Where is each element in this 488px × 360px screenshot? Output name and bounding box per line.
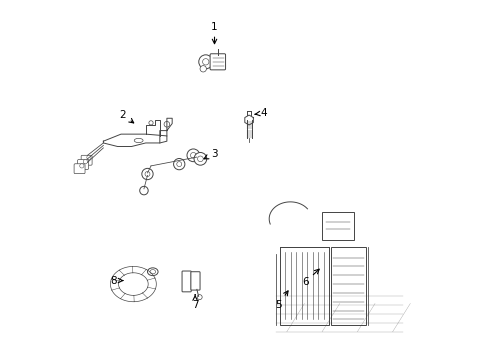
Circle shape bbox=[176, 162, 182, 167]
Circle shape bbox=[145, 171, 150, 176]
Circle shape bbox=[80, 164, 84, 168]
FancyBboxPatch shape bbox=[182, 271, 191, 292]
Circle shape bbox=[194, 153, 206, 165]
FancyBboxPatch shape bbox=[190, 272, 200, 290]
Text: 4: 4 bbox=[254, 108, 266, 118]
Circle shape bbox=[164, 121, 169, 127]
Circle shape bbox=[190, 153, 196, 158]
Text: 5: 5 bbox=[274, 291, 287, 310]
Circle shape bbox=[198, 55, 212, 69]
Circle shape bbox=[148, 121, 153, 125]
FancyBboxPatch shape bbox=[210, 54, 225, 70]
Circle shape bbox=[186, 149, 199, 162]
Ellipse shape bbox=[147, 268, 158, 276]
Circle shape bbox=[197, 156, 203, 162]
Circle shape bbox=[140, 186, 148, 195]
FancyBboxPatch shape bbox=[78, 159, 88, 170]
Text: 1: 1 bbox=[211, 22, 217, 44]
FancyBboxPatch shape bbox=[81, 155, 92, 165]
Circle shape bbox=[83, 159, 87, 164]
FancyBboxPatch shape bbox=[322, 212, 353, 240]
Text: 6: 6 bbox=[301, 269, 319, 287]
Ellipse shape bbox=[150, 270, 155, 274]
Text: 2: 2 bbox=[119, 110, 133, 123]
Circle shape bbox=[142, 168, 153, 180]
Text: 8: 8 bbox=[110, 275, 122, 285]
FancyBboxPatch shape bbox=[74, 164, 85, 174]
Text: 3: 3 bbox=[203, 149, 217, 159]
Circle shape bbox=[197, 294, 202, 300]
Circle shape bbox=[202, 59, 208, 65]
Circle shape bbox=[200, 66, 206, 72]
Text: 7: 7 bbox=[191, 295, 198, 310]
FancyBboxPatch shape bbox=[279, 247, 328, 325]
Circle shape bbox=[173, 158, 184, 170]
Circle shape bbox=[87, 155, 91, 159]
FancyBboxPatch shape bbox=[330, 247, 366, 325]
Ellipse shape bbox=[134, 138, 143, 143]
